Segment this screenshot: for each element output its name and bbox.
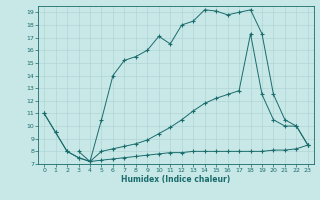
X-axis label: Humidex (Indice chaleur): Humidex (Indice chaleur) (121, 175, 231, 184)
